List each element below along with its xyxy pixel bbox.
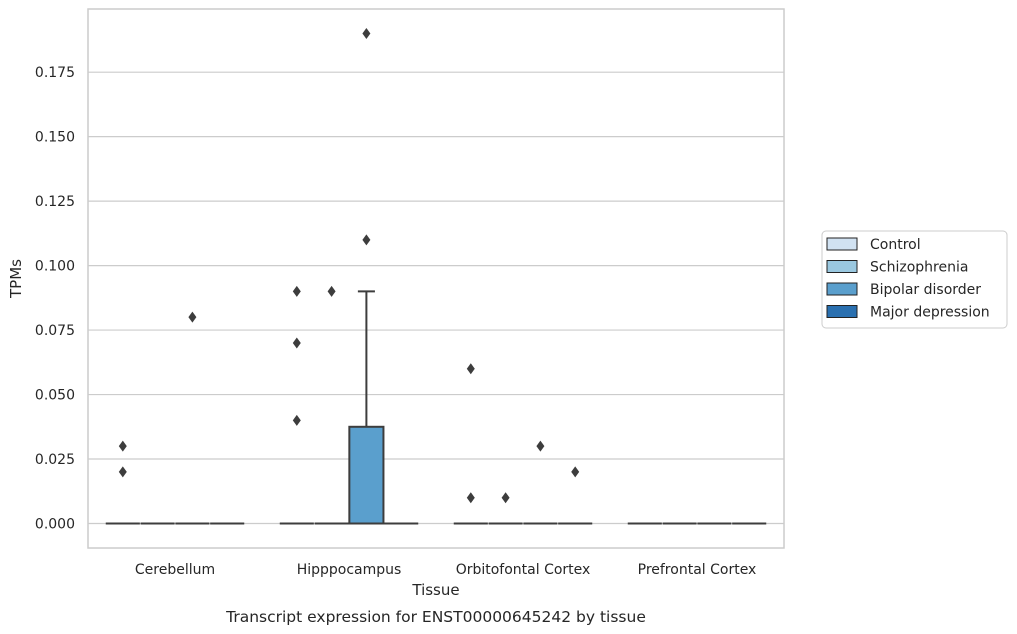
y-tick-label: 0.000	[35, 517, 75, 533]
x-axis-label: Tissue	[411, 581, 459, 599]
legend-box	[821, 230, 1008, 329]
x-tick-label: Cerebellum	[135, 562, 215, 578]
y-tick-label: 0.100	[35, 259, 75, 275]
outlier-point	[118, 440, 127, 452]
outlier-point	[501, 492, 510, 504]
box-body	[348, 425, 385, 525]
outlier-point	[292, 285, 301, 297]
box-1-2	[348, 28, 385, 525]
box-1-1	[314, 285, 349, 525]
legend-label: Schizophrenia	[870, 260, 968, 276]
outlier-point	[292, 337, 301, 349]
outlier-point	[292, 414, 301, 426]
box-2-3	[558, 466, 593, 525]
y-tick-label: 0.175	[35, 65, 75, 81]
outlier-point	[362, 234, 371, 246]
y-tick-label: 0.075	[35, 323, 75, 339]
outlier-point	[118, 466, 127, 478]
legend-label: Major depression	[870, 305, 990, 321]
outlier-point	[536, 440, 545, 452]
legend-swatch	[826, 282, 858, 296]
legend: Control Schizophrenia Bipolar disorder Majo…	[821, 230, 1008, 329]
y-tick-label: 0.150	[35, 130, 75, 146]
x-tick-label: Hipppocampus	[297, 562, 402, 578]
box-2-0	[453, 363, 488, 525]
chart-caption: Transcript expression for ENST0000064524…	[225, 608, 646, 626]
box-1-0	[279, 285, 314, 525]
y-axis-label: TPMs	[7, 259, 25, 299]
box-0-2	[175, 311, 210, 525]
outlier-point	[362, 28, 371, 39]
legend-swatch	[826, 237, 858, 251]
outlier-point	[327, 285, 336, 297]
x-tick-label: Orbitofontal Cortex	[456, 562, 591, 578]
x-tick-label: Prefrontal Cortex	[638, 562, 757, 578]
y-axis-ticks: 0.000 0.025 0.050 0.075 0.100 0.125 0.150 0.175	[35, 65, 75, 532]
y-tick-label: 0.125	[35, 194, 75, 210]
legend-swatch	[826, 305, 858, 318]
box-0-0	[105, 440, 140, 525]
box-2-1	[488, 492, 523, 525]
box-2-2	[523, 440, 558, 525]
plot-frame	[87, 8, 785, 549]
outlier-point	[188, 311, 197, 323]
outlier-point	[466, 492, 475, 504]
x-axis-ticks: Cerebellum Hipppocampus Orbitofontal Corte…	[135, 562, 756, 578]
y-tick-label: 0.025	[35, 452, 75, 468]
outlier-point	[571, 466, 580, 478]
y-tick-label: 0.050	[35, 388, 75, 404]
legend-label: Control	[870, 237, 921, 253]
outlier-point	[466, 363, 475, 375]
legend-label: Bipolar disorder	[870, 282, 981, 298]
box-plot-marks	[105, 28, 767, 525]
legend-swatch	[826, 260, 858, 273]
